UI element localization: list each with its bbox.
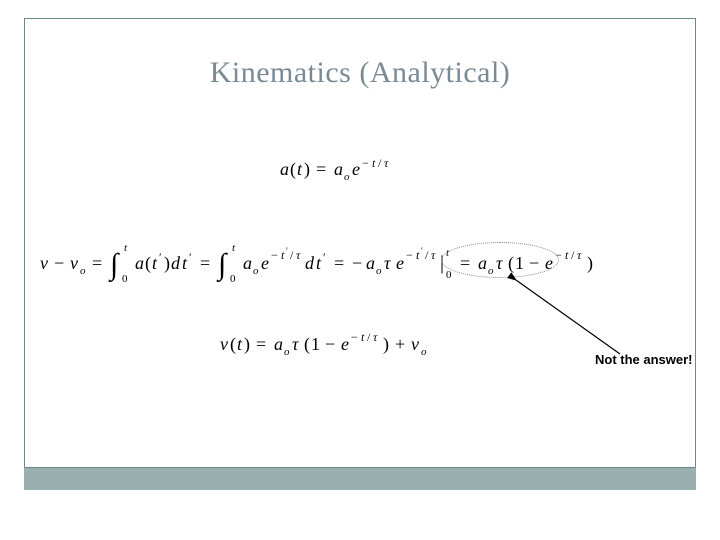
svg-text:t: t	[297, 159, 303, 179]
svg-text:e: e	[341, 334, 349, 354]
svg-text:t: t	[316, 253, 322, 273]
svg-text:(: (	[145, 253, 151, 274]
svg-text:): )	[164, 253, 170, 274]
svg-text:/: /	[367, 330, 371, 344]
svg-text:∫: ∫	[108, 248, 120, 283]
svg-text:/: /	[425, 248, 429, 262]
svg-text:τ: τ	[373, 330, 378, 344]
svg-text:′: ′	[323, 250, 326, 264]
svg-text:e: e	[396, 253, 404, 273]
svg-text:v: v	[70, 253, 78, 273]
svg-text:=: =	[316, 159, 326, 179]
callout-ellipse	[441, 242, 559, 278]
svg-text:0: 0	[446, 269, 452, 281]
svg-text:τ: τ	[292, 334, 299, 354]
svg-text:): )	[383, 334, 389, 355]
svg-text:a: a	[243, 253, 252, 273]
svg-text:′: ′	[421, 246, 423, 256]
svg-text:τ: τ	[431, 248, 436, 262]
svg-text:a: a	[334, 159, 343, 179]
svg-text:=: =	[334, 253, 344, 273]
svg-text:): )	[304, 159, 310, 180]
svg-text:∫: ∫	[216, 248, 228, 283]
svg-text:o: o	[344, 171, 350, 183]
svg-text:τ: τ	[384, 253, 391, 273]
svg-text:a: a	[280, 159, 289, 179]
svg-text:e: e	[352, 159, 360, 179]
svg-text:d: d	[305, 253, 315, 273]
svg-text:t: t	[152, 253, 158, 273]
svg-text:/: /	[378, 156, 382, 170]
svg-text:t: t	[361, 330, 365, 344]
svg-text:a: a	[366, 253, 375, 273]
svg-text:(: (	[290, 159, 296, 180]
svg-text:=: =	[256, 334, 266, 354]
svg-text:/: /	[290, 248, 294, 262]
svg-text:o: o	[253, 265, 259, 277]
svg-text:d: d	[171, 253, 181, 273]
svg-text:τ: τ	[296, 248, 301, 262]
svg-text:−: −	[352, 253, 362, 273]
svg-text:−: −	[325, 334, 335, 354]
svg-text:−: −	[54, 253, 64, 273]
svg-text:t: t	[372, 156, 376, 170]
svg-text:−: −	[362, 156, 369, 170]
svg-text:+: +	[395, 334, 405, 354]
svg-text:o: o	[284, 346, 290, 358]
svg-text:τ: τ	[577, 248, 582, 262]
svg-text:/: /	[571, 248, 575, 262]
svg-text:t: t	[237, 334, 243, 354]
svg-text:o: o	[376, 265, 382, 277]
svg-text:o: o	[80, 265, 86, 277]
svg-text:τ: τ	[384, 156, 389, 170]
callout-text: Not the answer!	[595, 352, 693, 367]
svg-text:t: t	[565, 248, 569, 262]
slide: Kinematics (Analytical) a ( t ) = a o e …	[0, 0, 720, 540]
svg-text:′: ′	[189, 250, 192, 264]
svg-text:a: a	[135, 253, 144, 273]
svg-text:−: −	[271, 248, 278, 262]
svg-text:=: =	[200, 253, 210, 273]
svg-text:(: (	[230, 334, 236, 355]
slide-title: Kinematics (Analytical)	[0, 56, 720, 90]
svg-text:t: t	[182, 253, 188, 273]
svg-text:(: (	[304, 334, 310, 355]
svg-text:): )	[244, 334, 250, 355]
svg-text:t: t	[124, 242, 128, 254]
svg-text:0: 0	[230, 273, 236, 285]
svg-text:v: v	[411, 334, 419, 354]
svg-text:−: −	[351, 330, 358, 344]
svg-text:v: v	[220, 334, 228, 354]
svg-text:t: t	[416, 248, 420, 262]
bottom-bar	[24, 468, 696, 490]
svg-text:=: =	[92, 253, 102, 273]
svg-text:1: 1	[311, 334, 320, 354]
equation-1: a ( t ) = a o e − t / τ	[0, 156, 720, 189]
svg-text:t: t	[232, 242, 236, 254]
svg-text:′: ′	[159, 250, 162, 264]
svg-text:′: ′	[286, 246, 288, 256]
equation-2: v − v o = ∫ t 0 a ( t ′ ) d t ′ = ∫ t	[40, 242, 690, 291]
svg-text:0: 0	[122, 273, 128, 285]
svg-text:t: t	[281, 248, 285, 262]
svg-text:): )	[587, 253, 593, 274]
svg-text:v: v	[40, 253, 48, 273]
svg-text:−: −	[406, 248, 413, 262]
svg-text:o: o	[421, 346, 427, 358]
svg-text:e: e	[261, 253, 269, 273]
svg-text:a: a	[274, 334, 283, 354]
